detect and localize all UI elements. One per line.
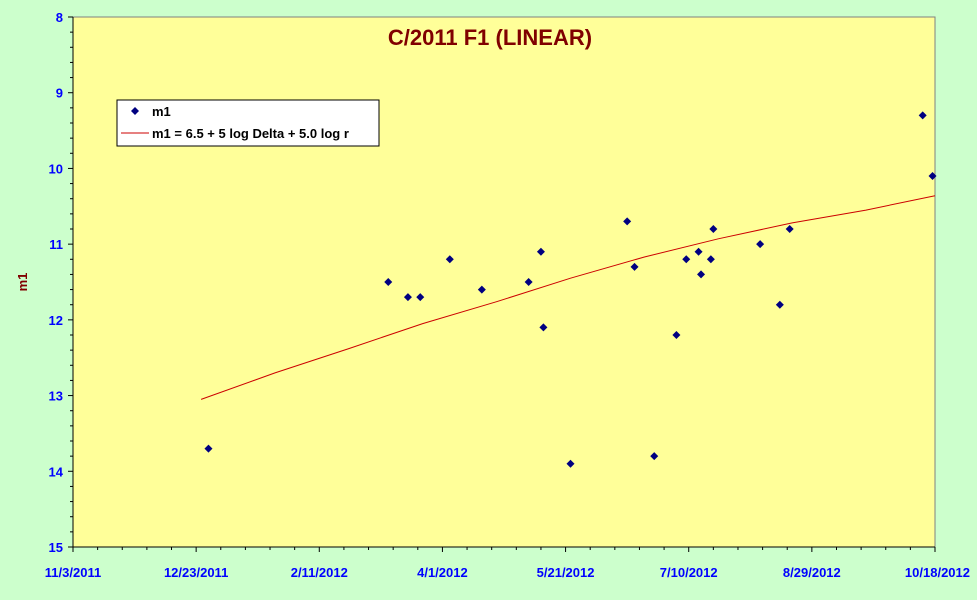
y-tick-label: 9 [56,86,63,101]
data-point [384,278,393,286]
legend: m1 m1 = 6.5 + 5 log Delta + 5.0 log r [116,99,380,147]
x-tick-label: 8/29/2012 [783,565,841,580]
data-point [709,225,718,233]
legend-marker-m1 [131,107,139,115]
data-point [623,217,632,226]
x-tick-label: 2/11/2012 [291,565,348,580]
m1-points-series [204,111,937,468]
x-tick-label: 7/10/2012 [660,565,718,580]
y-tick-label: 14 [49,464,64,479]
data-point [928,172,937,180]
y-tick-label: 12 [49,313,63,328]
data-point [650,452,659,461]
data-point [775,300,784,309]
data-point [756,240,765,249]
data-point [706,255,715,264]
x-tick-label: 11/3/2011 [45,565,101,580]
data-point [682,255,691,264]
data-point [524,278,533,286]
y-tick-label: 15 [49,540,63,555]
fit-line-path [200,195,936,400]
y-axis-title: m1 [15,273,30,292]
x-tick-label: 4/1/2012 [417,565,468,580]
y-tick-label: 11 [49,237,63,252]
data-point [445,255,454,264]
data-point [403,293,412,302]
data-point [566,459,575,468]
data-point [204,444,213,453]
plot-area [72,16,936,548]
y-tick-label: 13 [49,389,63,404]
axes: 8 9 10 11 12 13 14 15 11/3/2011 12/23/2011 2/11/20… [45,10,970,580]
data-point [694,247,703,256]
y-tick-label: 10 [49,161,63,176]
x-tick-label: 10/18/2012 [905,565,970,580]
data-point [918,111,927,120]
data-point [630,262,639,271]
fit-line-series [200,195,936,400]
data-point [785,225,794,233]
y-tick-label: 8 [56,10,63,25]
x-tick-label: 12/23/2011 [164,565,228,580]
legend-label-m1: m1 [152,104,171,119]
legend-box [116,99,380,147]
data-point [672,331,681,339]
data-point [697,270,706,279]
data-point [477,285,486,294]
x-tick-label: 5/21/2012 [537,565,595,580]
data-point [416,293,425,302]
data-point [536,247,545,256]
data-point [539,323,548,332]
legend-label-fit: m1 = 6.5 + 5 log Delta + 5.0 log r [152,126,349,141]
chart-title: C/2011 F1 (LINEAR) [388,25,592,50]
